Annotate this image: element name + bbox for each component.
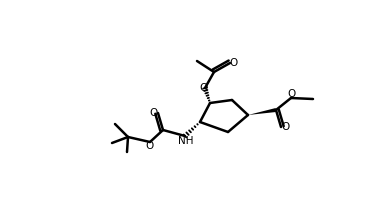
Text: O: O <box>287 89 295 99</box>
Text: O: O <box>150 108 158 118</box>
Text: O: O <box>200 83 208 93</box>
Text: O: O <box>146 141 154 151</box>
Text: NH: NH <box>178 136 194 146</box>
Text: O: O <box>281 122 289 132</box>
Polygon shape <box>248 108 276 115</box>
Text: O: O <box>230 58 238 68</box>
